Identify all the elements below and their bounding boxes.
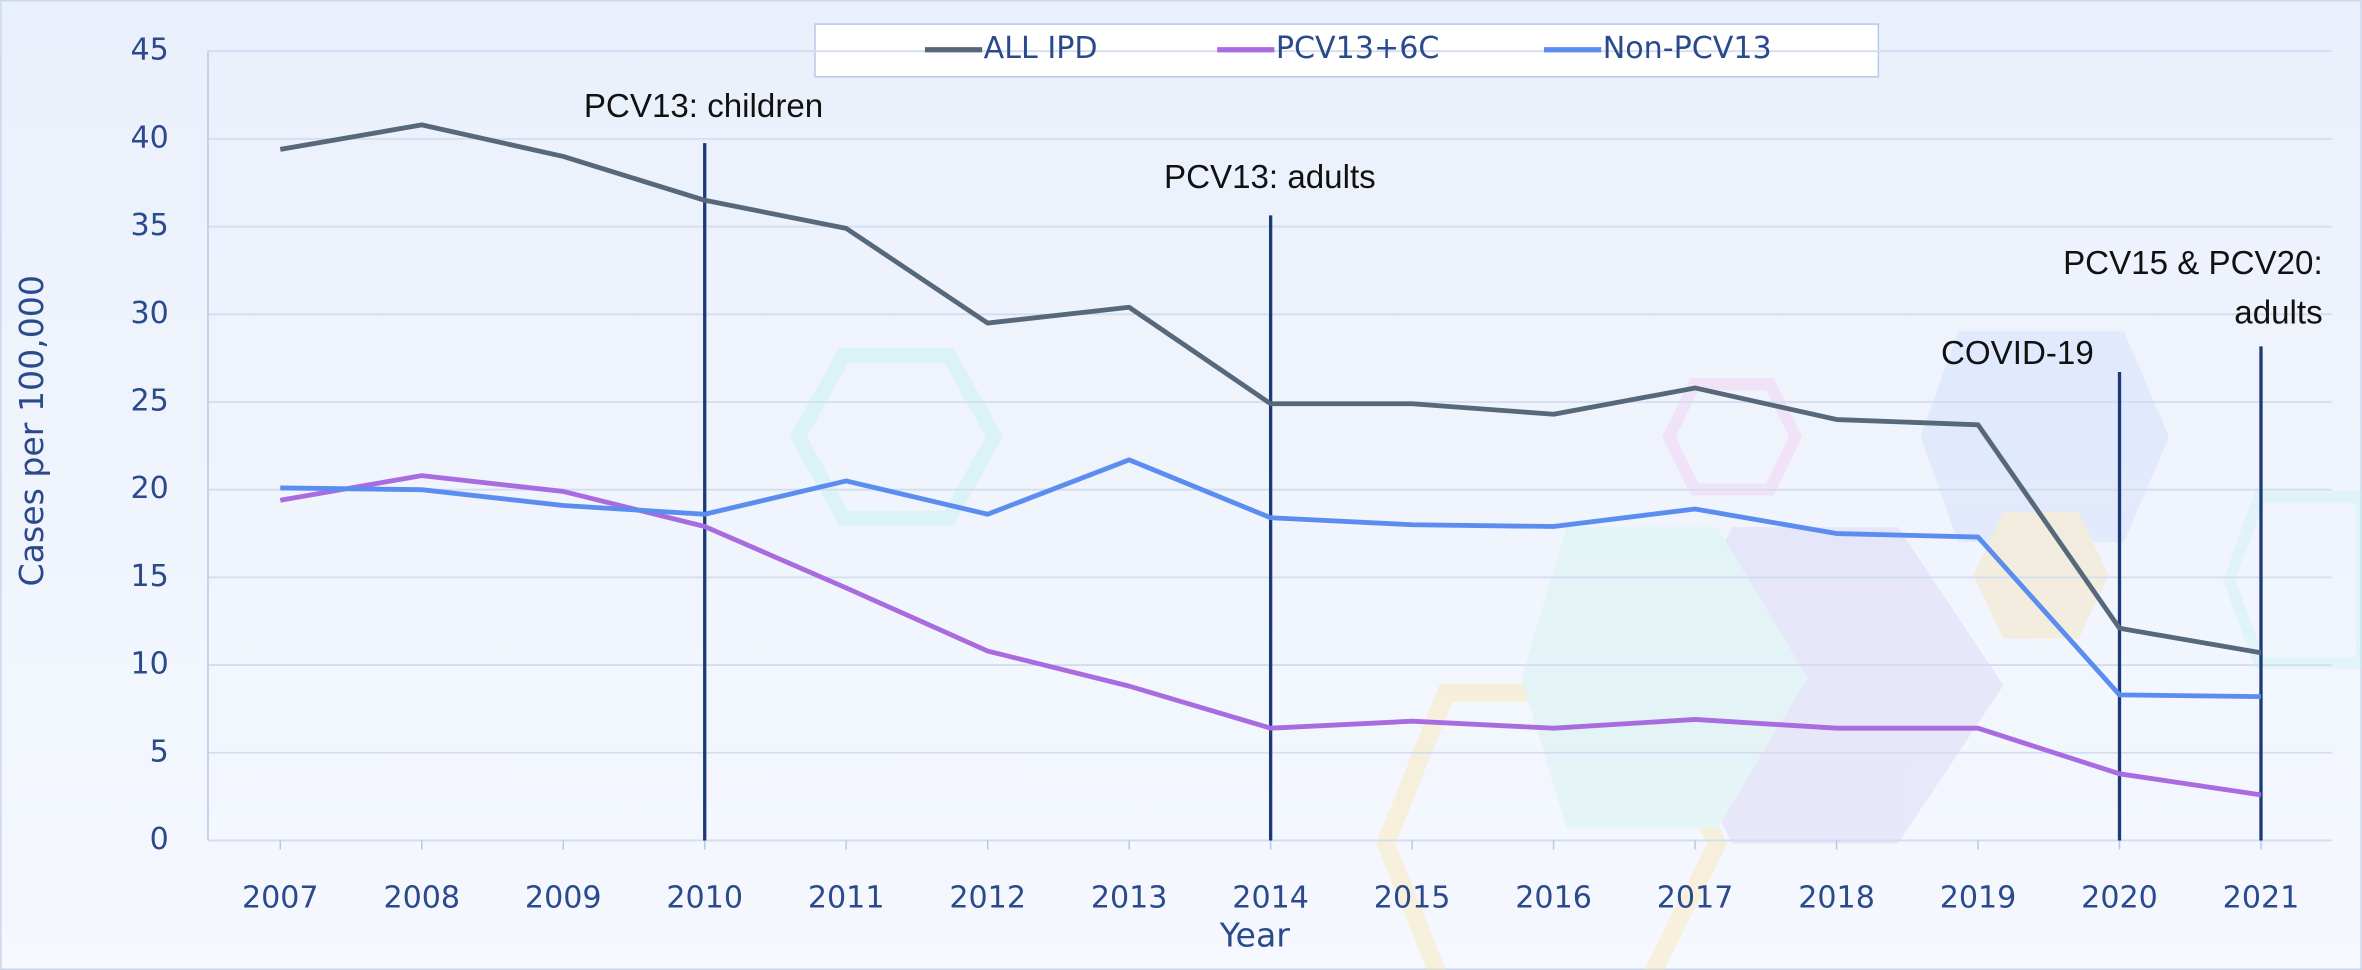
x-tick-label: 2019 xyxy=(1940,881,2017,916)
x-tick-label: 2007 xyxy=(242,881,319,916)
y-tick-label: 5 xyxy=(150,734,169,769)
y-tick-label: 10 xyxy=(130,647,168,682)
y-tick-label: 0 xyxy=(150,822,169,857)
legend-label: PCV13+6C xyxy=(1276,31,1440,66)
x-tick-label: 2008 xyxy=(383,881,460,916)
x-tick-label: 2010 xyxy=(666,881,743,916)
x-tick-label: 2020 xyxy=(2081,881,2158,916)
y-tick-label: 20 xyxy=(130,471,168,506)
y-tick-label: 45 xyxy=(130,33,168,68)
x-tick-label: 2011 xyxy=(808,881,885,916)
x-tick-label: 2017 xyxy=(1657,881,1734,916)
x-tick-label: 2013 xyxy=(1091,881,1168,916)
x-tick-label: 2015 xyxy=(1374,881,1451,916)
y-tick-label: 40 xyxy=(130,120,168,155)
annotation: PCV13: adults xyxy=(1164,159,1376,196)
chart: Cases per 100,000 Year 0 5 10 15 20 25 30 35 40 4… xyxy=(0,0,2362,970)
annotation: PCV15 & PCV20: xyxy=(2063,245,2323,282)
y-axis-label: Cases per 100,000 xyxy=(12,275,51,586)
x-tick-label: 2009 xyxy=(525,881,602,916)
y-tick-label: 25 xyxy=(130,383,168,418)
annotation: PCV13: children xyxy=(584,88,823,125)
x-axis-label: Year xyxy=(1219,915,1291,954)
x-tick-label: 2021 xyxy=(2223,881,2300,916)
annotation: adults xyxy=(2234,295,2322,332)
legend-label: Non-PCV13 xyxy=(1603,31,1772,66)
page: {"chart_data":{"type":"line", "x_label":… xyxy=(0,0,2362,970)
x-tick-label: 2018 xyxy=(1798,881,1875,916)
x-tick-label: 2012 xyxy=(949,881,1026,916)
y-tick-label: 35 xyxy=(130,208,168,243)
x-tick-label: 2016 xyxy=(1515,881,1592,916)
legend-label: ALL IPD xyxy=(984,31,1098,66)
y-tick-label: 15 xyxy=(130,559,168,594)
y-tick-label: 30 xyxy=(130,296,168,331)
x-tick-label: 2014 xyxy=(1232,881,1309,916)
annotation: COVID-19 xyxy=(1941,335,2094,372)
